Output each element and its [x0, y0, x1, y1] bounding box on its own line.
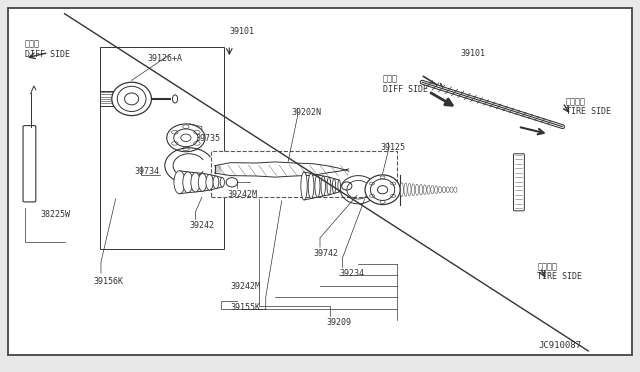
Text: テフ側
DIFF SIDE: テフ側 DIFF SIDE — [25, 39, 70, 59]
Ellipse shape — [400, 183, 403, 197]
Ellipse shape — [431, 186, 434, 194]
Text: 39209: 39209 — [326, 318, 351, 327]
Ellipse shape — [308, 173, 314, 199]
Ellipse shape — [191, 173, 200, 192]
Ellipse shape — [226, 178, 237, 187]
Ellipse shape — [220, 178, 225, 187]
Ellipse shape — [173, 95, 177, 103]
FancyBboxPatch shape — [513, 154, 524, 211]
Ellipse shape — [365, 175, 400, 205]
Ellipse shape — [125, 93, 139, 105]
Ellipse shape — [419, 185, 422, 195]
Ellipse shape — [315, 175, 320, 197]
Ellipse shape — [378, 186, 388, 194]
FancyBboxPatch shape — [211, 151, 397, 197]
Ellipse shape — [371, 179, 395, 201]
Text: 39101: 39101 — [461, 49, 486, 58]
Text: 39101: 39101 — [229, 27, 254, 36]
FancyBboxPatch shape — [8, 8, 632, 355]
Ellipse shape — [450, 187, 453, 192]
Ellipse shape — [423, 185, 426, 195]
Ellipse shape — [404, 183, 407, 196]
Ellipse shape — [173, 129, 198, 147]
Text: 39126+A: 39126+A — [148, 54, 182, 64]
Ellipse shape — [438, 186, 442, 193]
Ellipse shape — [174, 171, 185, 194]
Ellipse shape — [167, 124, 205, 152]
Text: 39242M: 39242M — [230, 282, 260, 291]
Text: 39735: 39735 — [195, 134, 220, 143]
Ellipse shape — [301, 172, 307, 200]
Ellipse shape — [454, 187, 457, 192]
Text: 39125: 39125 — [381, 143, 406, 153]
FancyBboxPatch shape — [23, 126, 36, 202]
Ellipse shape — [435, 186, 438, 193]
Ellipse shape — [206, 174, 213, 190]
Ellipse shape — [327, 177, 331, 195]
Text: 39155K: 39155K — [230, 303, 260, 312]
Ellipse shape — [446, 187, 449, 192]
Ellipse shape — [342, 182, 352, 190]
Text: 39242: 39242 — [189, 221, 214, 230]
Text: タイヤ側
TIRE SIDE: タイヤ側 TIRE SIDE — [566, 97, 611, 116]
Ellipse shape — [183, 172, 193, 193]
Text: 39742: 39742 — [314, 249, 339, 258]
Text: JC910087: JC910087 — [538, 341, 581, 350]
Text: 39202N: 39202N — [291, 108, 321, 117]
Ellipse shape — [117, 86, 146, 112]
Ellipse shape — [198, 173, 207, 191]
Text: テフ側
DIFF SIDE: テフ側 DIFF SIDE — [383, 75, 428, 94]
Text: 39234: 39234 — [339, 269, 364, 278]
Text: タイヤ側
TIRE SIDE: タイヤ側 TIRE SIDE — [537, 262, 582, 281]
Ellipse shape — [112, 82, 152, 116]
Text: 38225W: 38225W — [40, 210, 70, 219]
Ellipse shape — [213, 176, 219, 189]
Ellipse shape — [408, 183, 411, 196]
Ellipse shape — [338, 180, 340, 192]
Text: 39156K: 39156K — [93, 277, 124, 286]
Ellipse shape — [412, 184, 415, 196]
Ellipse shape — [332, 179, 335, 193]
Ellipse shape — [427, 185, 430, 194]
Text: 39242M: 39242M — [227, 190, 257, 199]
Ellipse shape — [442, 187, 445, 193]
Ellipse shape — [415, 184, 419, 195]
Ellipse shape — [321, 176, 325, 196]
Text: 39734: 39734 — [135, 167, 160, 176]
Ellipse shape — [180, 134, 191, 141]
